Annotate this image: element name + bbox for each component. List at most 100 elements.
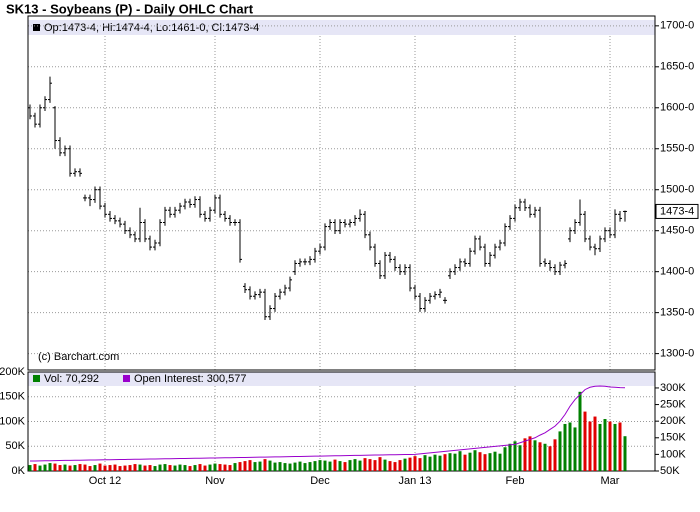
volume-bar: [483, 454, 487, 471]
volume-bar: [533, 440, 537, 471]
x-tick-label: Nov: [205, 475, 225, 487]
volume-bar: [293, 462, 297, 471]
y2-tick-label: 150K: [660, 432, 686, 444]
volume-bar: [598, 423, 602, 471]
volume-bar: [253, 462, 257, 471]
volume-bar: [508, 443, 512, 471]
volume-bar: [443, 454, 447, 471]
volume-bar: [323, 460, 327, 471]
x-tick-label: Oct 12: [89, 475, 121, 487]
volume-bar: [398, 460, 402, 471]
y-tick-label: 1550-0: [660, 143, 694, 155]
volume-bar: [113, 464, 117, 471]
volume-bar: [123, 465, 127, 471]
volume-bar: [193, 465, 197, 471]
volume-bar: [448, 453, 452, 471]
volume-bar: [578, 391, 582, 471]
volume-bar: [118, 466, 122, 471]
volume-bar: [68, 465, 72, 471]
volume-bar: [223, 464, 227, 471]
y-tick-label: 100K: [0, 415, 26, 427]
volume-bar: [208, 464, 212, 471]
y2-tick-label: 250K: [660, 398, 686, 410]
volume-bar: [613, 423, 617, 471]
y-tick-label: 1650-0: [660, 61, 694, 73]
volume-bar: [463, 454, 467, 471]
volume-bar: [593, 416, 597, 471]
volume-bar: [478, 452, 482, 471]
volume-bar: [268, 460, 272, 471]
volume-bar: [623, 436, 627, 471]
volume-bar: [278, 462, 282, 471]
volume-bar: [468, 452, 472, 471]
y-tick-label: 1600-0: [660, 102, 694, 114]
volume-bar: [178, 464, 182, 471]
volume-bar: [513, 441, 517, 471]
volume-bar: [358, 460, 362, 471]
volume-bar: [153, 466, 157, 471]
y-tick-label: 200K: [0, 366, 26, 378]
volume-bar: [228, 465, 232, 471]
volume-bar: [28, 465, 32, 471]
volume-bar: [233, 463, 237, 471]
volume-bar: [238, 462, 242, 471]
volume-bar: [518, 445, 522, 471]
volume-bar: [603, 419, 607, 471]
volume-bar: [363, 458, 367, 471]
volume-bar: [213, 463, 217, 471]
volume-bar: [378, 457, 382, 471]
volume-bar: [458, 451, 462, 471]
legend-text: Vol: 70,292: [44, 373, 99, 385]
volume-bar: [523, 438, 527, 471]
volume-bar: [408, 457, 412, 471]
volume-bar: [248, 460, 252, 471]
volume-bar: [98, 463, 102, 471]
volume-bar: [128, 465, 132, 471]
volume-bar: [583, 411, 587, 471]
volume-bar: [428, 456, 432, 471]
volume-bar: [313, 461, 317, 471]
volume-bar: [438, 455, 442, 471]
legend-swatch: [33, 375, 40, 382]
volume-bar: [618, 422, 622, 471]
x-tick-label: Feb: [506, 475, 525, 487]
y-tick-label: 1500-0: [660, 184, 694, 196]
y-tick-label: 0K: [12, 465, 26, 477]
volume-bar: [218, 464, 222, 471]
volume-bar: [563, 423, 567, 471]
volume-bar: [138, 464, 142, 471]
volume-bar: [368, 459, 372, 471]
volume-bar: [308, 462, 312, 471]
volume-bar: [558, 431, 562, 471]
volume-bar: [393, 462, 397, 471]
volume-bar: [243, 461, 247, 471]
x-tick-label: Mar: [601, 475, 620, 487]
volume-bar: [528, 436, 532, 471]
volume-bar: [338, 461, 342, 471]
volume-bar: [48, 463, 52, 471]
volume-bar: [188, 466, 192, 471]
volume-bar: [143, 465, 147, 471]
volume-bar: [433, 454, 437, 471]
volume-bar: [88, 466, 92, 471]
y-tick-label: 1300-0: [660, 348, 694, 360]
volume-bar: [73, 465, 77, 471]
volume-bar: [538, 442, 542, 471]
volume-bar: [148, 465, 152, 471]
volume-bar: [573, 427, 577, 471]
volume-bar: [263, 459, 267, 471]
legend-swatch: [123, 375, 130, 382]
volume-bar: [108, 465, 112, 471]
legend-strip: [28, 20, 655, 35]
volume-bar: [303, 463, 307, 471]
x-tick-label: Dec: [310, 475, 330, 487]
volume-bar: [333, 459, 337, 471]
legend-text: Open Interest: 300,577: [134, 373, 247, 385]
volume-bar: [33, 464, 37, 471]
open-interest-line: [29, 385, 626, 462]
volume-bar: [53, 463, 57, 471]
volume-bar: [203, 465, 207, 471]
volume-bar: [543, 443, 547, 471]
volume-bar: [183, 465, 187, 471]
volume-bar: [423, 455, 427, 471]
